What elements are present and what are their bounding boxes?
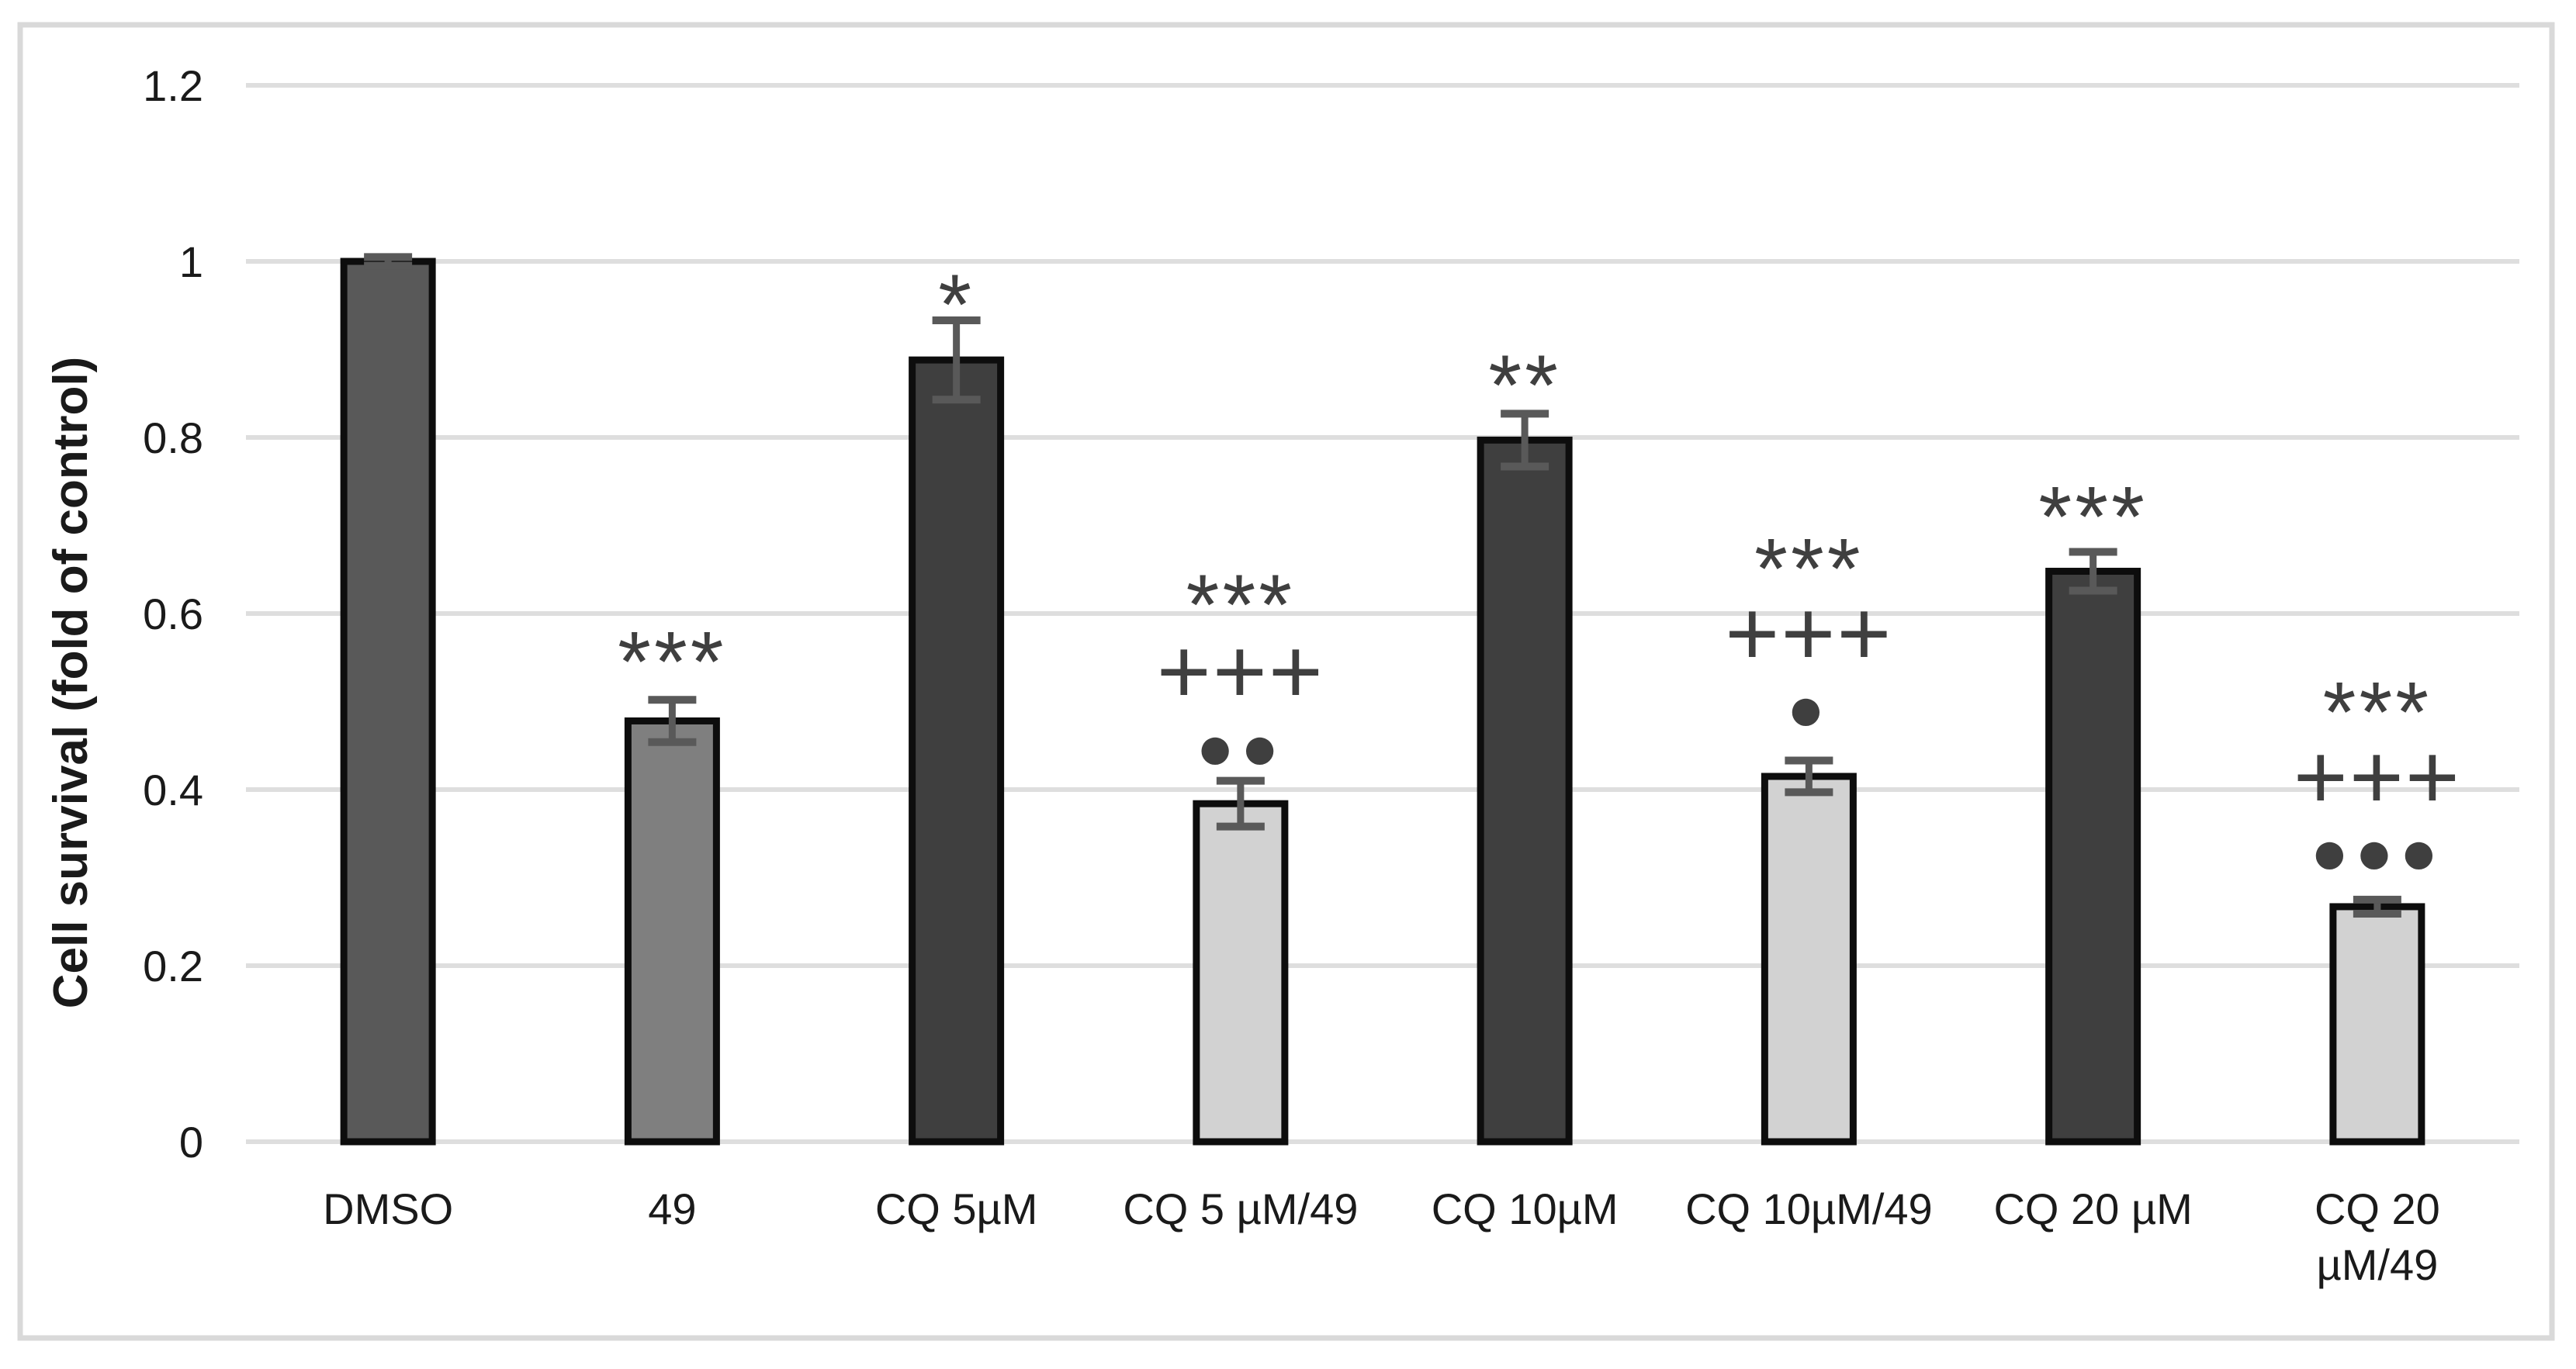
significance-annotation: ●● — [1196, 713, 1285, 783]
x-category-label: DMSO — [323, 1184, 453, 1233]
significance-annotation: *** — [1186, 557, 1295, 652]
significance-annotation: *** — [618, 614, 726, 710]
x-category-label: CQ 20 µM — [1993, 1184, 2192, 1233]
significance-annotation: +++ — [2294, 725, 2461, 829]
significance-annotation: * — [938, 257, 975, 352]
x-category-label: CQ 5 µM/49 — [1123, 1184, 1358, 1233]
bar-49 — [624, 717, 720, 1146]
significance-annotation: *** — [2323, 665, 2432, 760]
significance-annotation: +++ — [1725, 582, 1892, 686]
y-axis-title: Cell survival (fold of control) — [44, 357, 98, 1009]
y-tick-label: 0.6 — [143, 589, 203, 638]
significance-annotation: *** — [2038, 469, 2147, 565]
x-category-label: CQ 20 — [2315, 1184, 2440, 1233]
x-category-label: CQ 10µM/49 — [1685, 1184, 1933, 1233]
y-tick-label: 1.2 — [143, 61, 203, 110]
bar-cq-10-m-49 — [1761, 773, 1857, 1146]
bar-cq-5-m — [909, 356, 1005, 1146]
y-tick-label: 0 — [179, 1118, 203, 1167]
bar-dmso — [340, 258, 436, 1146]
x-category-label: CQ 10µM — [1432, 1184, 1619, 1233]
significance-annotation: +++ — [1157, 619, 1324, 723]
y-tick-label: 0.4 — [143, 766, 203, 814]
significance-annotation: ** — [1488, 338, 1561, 434]
y-tick-label: 1 — [179, 237, 203, 286]
bar-cq-5-m-49 — [1193, 800, 1289, 1146]
y-tick-label: 0.2 — [143, 942, 203, 990]
y-tick-label: 0.8 — [143, 413, 203, 462]
bar-cq-10-m — [1477, 436, 1573, 1146]
significance-annotation: ● — [1787, 674, 1832, 745]
significance-annotation: *** — [1754, 521, 1863, 617]
significance-annotation: ●●● — [2311, 818, 2445, 888]
bar-cq-20-m — [2045, 568, 2141, 1146]
bar-cq-20-m-49 — [2329, 903, 2425, 1146]
x-category-label: µM/49 — [2316, 1240, 2438, 1289]
x-category-label: CQ 5µM — [875, 1184, 1038, 1233]
x-category-label: 49 — [648, 1184, 696, 1233]
